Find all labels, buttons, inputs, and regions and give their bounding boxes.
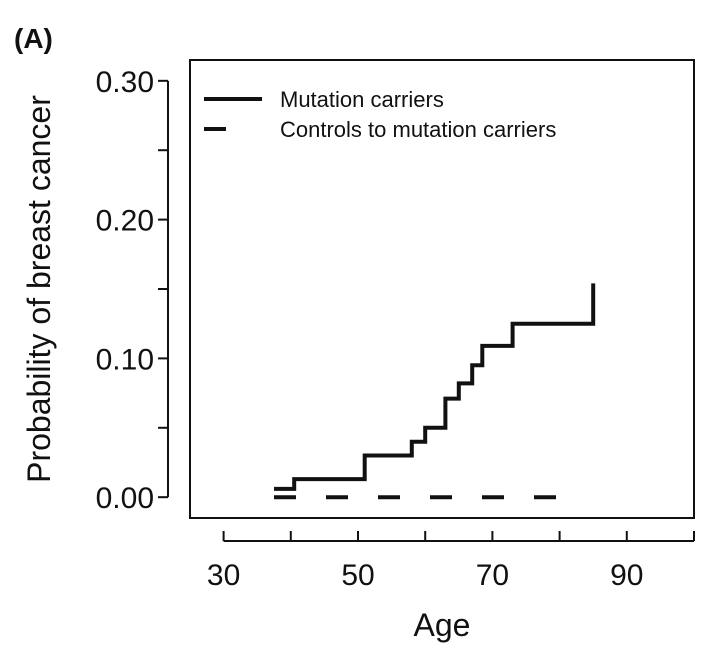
x-tick-label: 70 [476, 559, 509, 592]
y-tick-label: 0.20 [96, 205, 154, 238]
y-tick-label: 0.10 [96, 343, 154, 376]
x-axis: 30 50 70 90 [207, 531, 695, 592]
series-line-mutation-carriers [274, 283, 596, 491]
x-tick-label: 50 [341, 559, 374, 592]
y-axis-title: Probability of breast cancer [21, 95, 57, 483]
series-layer [274, 283, 596, 500]
x-tick-label: 90 [610, 559, 643, 592]
legend-label-controls: Controls to mutation carriers [280, 117, 556, 142]
panel-label: (A) [14, 23, 53, 54]
x-axis-title: Age [414, 607, 471, 643]
x-tick-label: 30 [207, 559, 240, 592]
plot-border [189, 59, 695, 519]
plot-frame [189, 59, 695, 519]
y-tick-label: 0.30 [96, 66, 154, 99]
legend: Mutation carriers Controls to mutation c… [204, 87, 556, 142]
y-axis: 0.00 0.10 0.20 0.30 [96, 66, 169, 515]
legend-label-mutation-carriers: Mutation carriers [280, 87, 444, 112]
y-tick-label: 0.00 [96, 482, 154, 515]
